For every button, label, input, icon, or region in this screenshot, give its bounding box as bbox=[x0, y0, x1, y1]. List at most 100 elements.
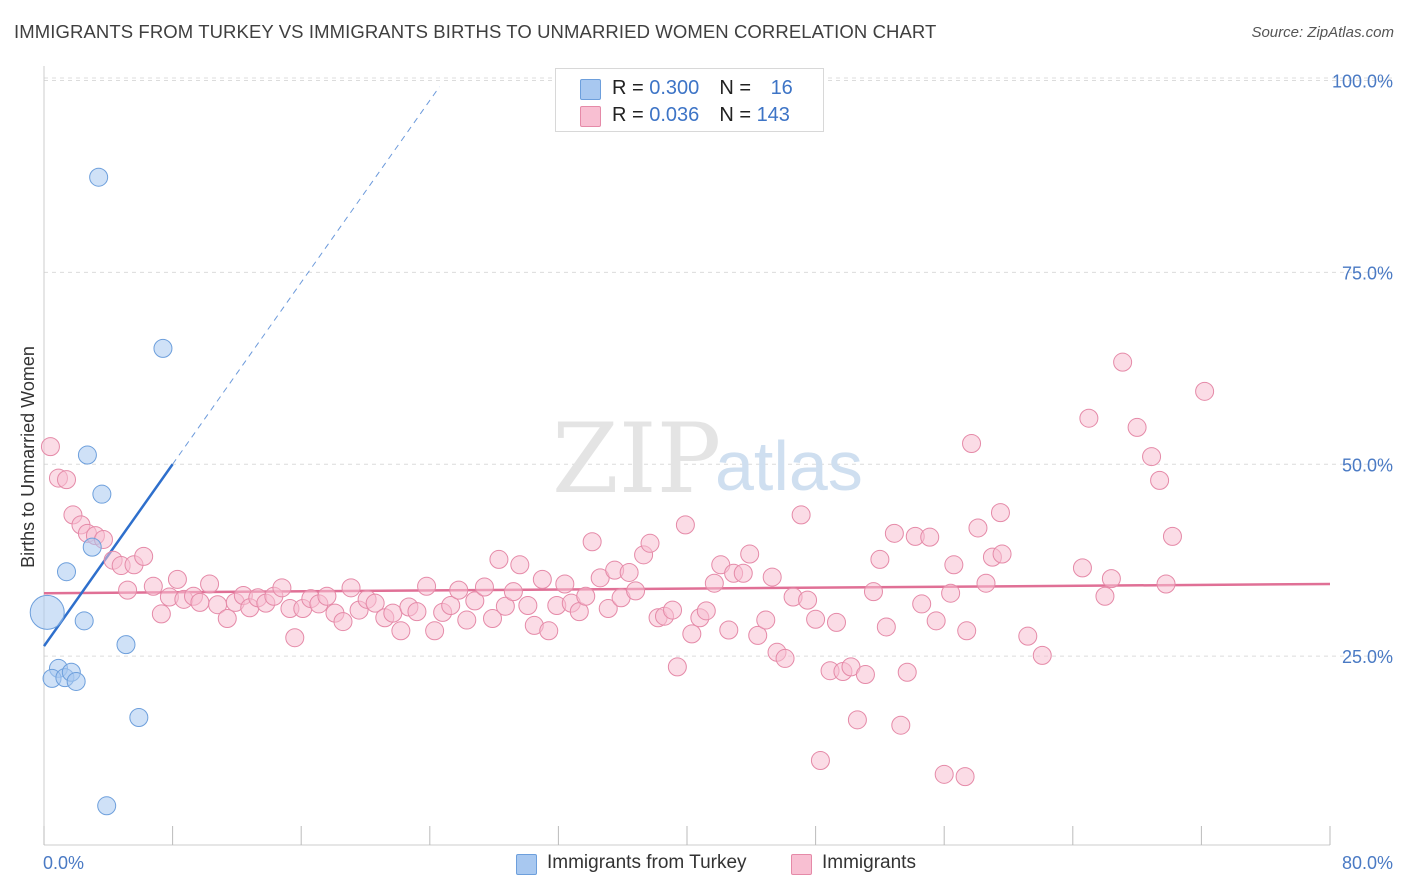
point-immigrants bbox=[190, 592, 210, 612]
point-immigrants bbox=[1032, 645, 1052, 665]
point-immigrants bbox=[391, 621, 411, 641]
y-tick-label: 75.0% bbox=[1342, 263, 1393, 283]
point-immigrants bbox=[333, 612, 353, 632]
point-immigrants bbox=[1195, 381, 1215, 401]
trend-lines bbox=[42, 86, 1331, 647]
point-immigrants bbox=[626, 581, 646, 601]
point-immigrants bbox=[941, 583, 961, 603]
point-immigrants bbox=[798, 590, 818, 610]
point-immigrants bbox=[920, 527, 940, 547]
point-immigrants bbox=[826, 612, 846, 632]
point-immigrants bbox=[976, 573, 996, 593]
point-immigrants bbox=[1095, 586, 1115, 606]
legend: R = 0.300 N = 16 R = 0.036 N = 143 bbox=[555, 68, 824, 132]
point-immigrants bbox=[696, 601, 716, 621]
bottom-legend-swatch-immigrants bbox=[791, 854, 812, 875]
point-immigrants bbox=[1162, 526, 1182, 546]
data-points bbox=[29, 167, 1215, 816]
point-immigrants bbox=[957, 621, 977, 641]
point-immigrants bbox=[200, 574, 220, 594]
point-immigrants bbox=[539, 621, 559, 641]
point-immigrants bbox=[510, 555, 530, 575]
point-immigrants bbox=[1113, 352, 1133, 372]
point-immigrants bbox=[810, 751, 830, 771]
point-immigrants bbox=[1156, 574, 1176, 594]
source-label: Source: ZipAtlas.com bbox=[1251, 24, 1394, 41]
point-immigrants bbox=[863, 582, 883, 602]
x-tick-label: 0.0% bbox=[43, 853, 84, 873]
legend-swatch-turkey bbox=[580, 79, 601, 100]
point-immigrants bbox=[855, 665, 875, 685]
y-tick-labels: 25.0% 50.0% 75.0% 100.0% bbox=[1332, 72, 1393, 668]
point-immigrants bbox=[576, 586, 596, 606]
watermark-zip: ZIP bbox=[552, 403, 721, 515]
bottom-legend-label-turkey: Immigrants from Turkey bbox=[547, 852, 747, 873]
point-immigrants bbox=[1127, 417, 1147, 437]
point-immigrants bbox=[474, 577, 494, 597]
point-turkey bbox=[153, 338, 173, 358]
point-immigrants bbox=[317, 586, 337, 606]
point-immigrants bbox=[417, 576, 437, 596]
point-immigrants bbox=[944, 555, 964, 575]
point-immigrants bbox=[495, 596, 515, 616]
x-tick-labels: 0.0% 80.0% bbox=[43, 853, 1393, 873]
axes bbox=[43, 66, 1331, 846]
point-immigrants bbox=[740, 544, 760, 564]
point-immigrants bbox=[383, 603, 403, 623]
point-immigrants bbox=[532, 569, 552, 589]
y-tick-label: 100.0% bbox=[1332, 72, 1393, 92]
point-immigrants bbox=[503, 582, 523, 602]
point-immigrants bbox=[990, 503, 1010, 523]
point-immigrants bbox=[1150, 470, 1170, 490]
point-immigrants bbox=[598, 599, 618, 619]
point-immigrants bbox=[667, 657, 687, 677]
point-immigrants bbox=[876, 617, 896, 637]
point-immigrants bbox=[847, 710, 867, 730]
legend-text-turkey: R = 0.300 N = 16 bbox=[612, 77, 793, 99]
legend-n-value-immigrants: 143 bbox=[756, 104, 790, 126]
point-immigrants bbox=[640, 533, 660, 553]
legend-r-value-immigrants: 0.036 bbox=[649, 104, 700, 126]
point-immigrants bbox=[57, 470, 77, 490]
point-immigrants bbox=[457, 610, 477, 630]
bottom-legend-label-immigrants: Immigrants bbox=[822, 852, 916, 873]
point-immigrants bbox=[40, 437, 60, 457]
point-immigrants bbox=[663, 600, 683, 620]
point-immigrants bbox=[955, 767, 975, 787]
point-immigrants bbox=[1079, 408, 1099, 428]
point-immigrants bbox=[465, 591, 485, 611]
point-immigrants bbox=[704, 573, 724, 593]
watermark: ZIP atlas bbox=[552, 403, 863, 515]
point-immigrants bbox=[682, 624, 702, 644]
watermark-atlas: atlas bbox=[715, 427, 863, 505]
point-immigrants bbox=[791, 505, 811, 525]
point-immigrants bbox=[762, 567, 782, 587]
point-immigrants bbox=[407, 602, 427, 622]
point-immigrants bbox=[1142, 447, 1162, 467]
point-turkey bbox=[29, 594, 65, 630]
point-immigrants bbox=[962, 434, 982, 454]
point-immigrants bbox=[482, 609, 502, 629]
point-immigrants bbox=[151, 604, 171, 624]
point-turkey bbox=[82, 537, 102, 557]
point-turkey bbox=[129, 708, 149, 728]
point-immigrants bbox=[341, 578, 361, 598]
y-tick-label: 50.0% bbox=[1342, 455, 1393, 475]
point-immigrants bbox=[555, 574, 575, 594]
point-immigrants bbox=[449, 580, 469, 600]
point-immigrants bbox=[733, 563, 753, 583]
point-immigrants bbox=[1072, 558, 1092, 578]
x-tick-label: 80.0% bbox=[1342, 853, 1393, 873]
point-immigrants bbox=[968, 518, 988, 538]
point-turkey bbox=[77, 445, 97, 465]
point-turkey bbox=[92, 484, 112, 504]
y-tick-label: 25.0% bbox=[1342, 647, 1393, 667]
trend-line-turkey-extension bbox=[172, 86, 440, 465]
point-immigrants bbox=[518, 595, 538, 615]
point-immigrants bbox=[425, 621, 445, 641]
point-turkey bbox=[66, 671, 86, 691]
point-immigrants bbox=[891, 715, 911, 735]
point-immigrants bbox=[870, 549, 890, 569]
bottom-legend-swatch-turkey bbox=[516, 854, 537, 875]
